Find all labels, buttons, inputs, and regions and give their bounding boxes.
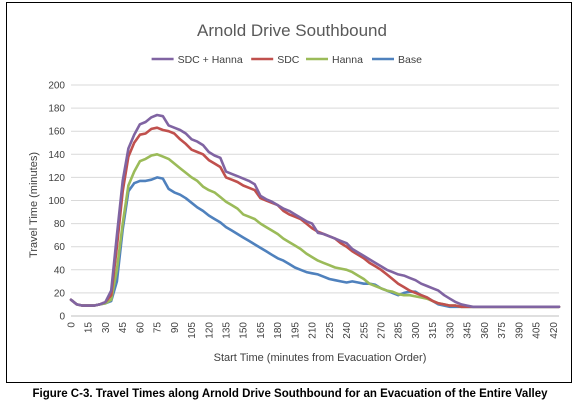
x-tick-label: 180 (273, 322, 284, 339)
series-line-sdc-hanna (69, 113, 561, 309)
legend-label: SDC (277, 54, 300, 66)
x-tick-label: 390 (514, 322, 525, 339)
x-tick-label: 45 (118, 322, 129, 334)
x-tick-label: 135 (222, 322, 233, 339)
legend: SDC + Hanna SDC Hanna Base (151, 54, 422, 66)
gridlines (71, 84, 559, 294)
x-tick-label: 30 (101, 322, 112, 334)
x-tick-label: 270 (377, 322, 388, 339)
x-tick-label: 0 (67, 322, 78, 328)
x-tick-label: 300 (411, 322, 422, 339)
x-tick-label: 360 (480, 322, 491, 339)
x-tick-label: 75 (153, 322, 164, 334)
series-line-base (69, 176, 561, 309)
x-tick-label: 345 (463, 322, 474, 339)
y-tick-label: 120 (48, 173, 65, 184)
x-tick-label: 285 (394, 322, 405, 339)
y-tick-label: 40 (54, 265, 66, 276)
chart-frame: Arnold Drive Southbound 0 20 40 60 80 100 120 1… (6, 2, 572, 383)
x-tick-label: 120 (204, 322, 215, 339)
x-tick-label: 315 (428, 322, 439, 339)
y-tick-label: 140 (48, 150, 65, 161)
x-tick-label: 195 (290, 322, 301, 339)
y-tick-label: 0 (59, 312, 65, 323)
x-tick-label: 240 (342, 322, 353, 339)
series-lines (69, 113, 561, 309)
y-tick-label: 80 (54, 219, 66, 230)
chart-title: Arnold Drive Southbound (197, 21, 387, 40)
axes: 0 20 40 60 80 100 120 140 160 180 200 0 15 30 45 60 75 90… (48, 81, 559, 339)
y-tick-label: 100 (48, 196, 65, 207)
x-tick-label: 375 (497, 322, 508, 339)
travel-time-chart: Arnold Drive Southbound 0 20 40 60 80 100 120 1… (28, 21, 561, 364)
y-axis-title: Travel Time (minutes) (28, 152, 40, 258)
y-tick-label: 160 (48, 127, 65, 138)
figure-caption: Figure C-3. Travel Times along Arnold Dr… (32, 388, 548, 400)
y-tick-label: 180 (48, 104, 65, 115)
legend-label: SDC + Hanna (178, 54, 243, 66)
y-tick-label: 60 (54, 242, 66, 253)
x-tick-label: 15 (84, 322, 95, 334)
y-tick-label: 200 (48, 81, 65, 92)
legend-label: Base (398, 54, 422, 66)
x-axis-title: Start Time (minutes from Evacuation Orde… (214, 352, 427, 364)
legend-label: Hanna (332, 54, 363, 66)
y-tick-label: 20 (54, 288, 66, 299)
x-tick-label: 330 (445, 322, 456, 339)
x-tick-label: 225 (325, 322, 336, 339)
x-tick-label: 420 (549, 322, 560, 339)
x-tick-label: 90 (170, 322, 181, 334)
x-tick-label: 105 (187, 322, 198, 339)
x-tick-label: 210 (308, 322, 319, 339)
x-tick-label: 150 (239, 322, 250, 339)
x-tick-label: 405 (532, 322, 543, 339)
x-tick-label: 60 (135, 322, 146, 334)
x-tick-label: 255 (359, 322, 370, 339)
x-tick-label: 165 (256, 322, 267, 339)
